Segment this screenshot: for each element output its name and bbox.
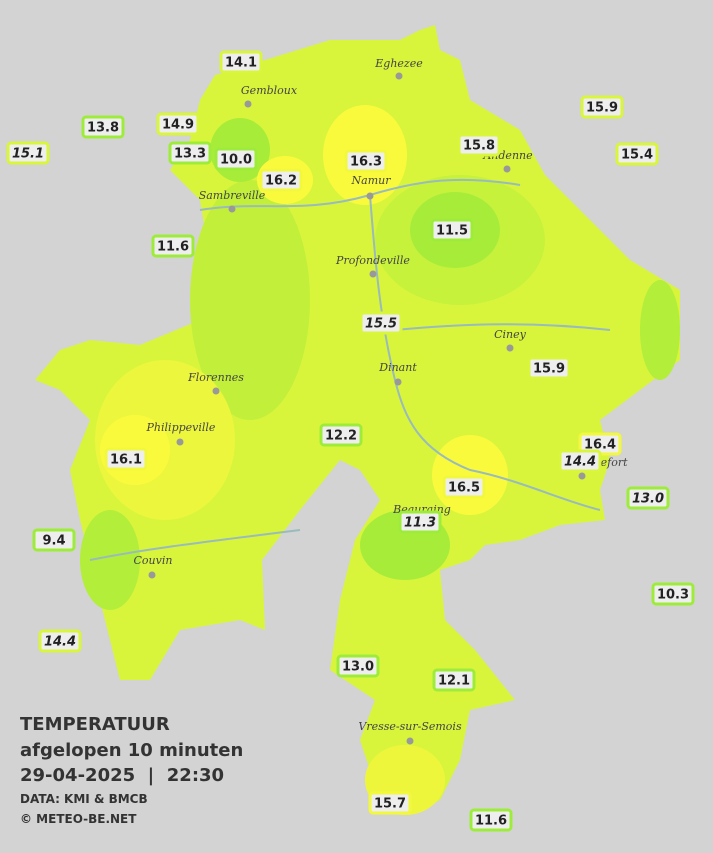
- town-dot: [148, 571, 156, 579]
- station-box: [457, 133, 501, 157]
- station-box: [214, 147, 258, 171]
- station-value: 16.2: [265, 174, 297, 189]
- town-dot: [394, 378, 402, 386]
- station-box: [398, 510, 442, 534]
- station-box: [319, 423, 363, 447]
- station-box: [359, 311, 403, 335]
- station-value: 15.9: [533, 362, 565, 377]
- station-box: [442, 475, 486, 499]
- station-value: 14.4: [564, 455, 596, 470]
- legend-title: TEMPERATUUR: [20, 714, 170, 735]
- town-dot: [369, 270, 377, 278]
- station-box: [219, 50, 263, 74]
- station-value: 16.5: [448, 481, 480, 496]
- station-value: 13.0: [342, 660, 374, 675]
- station-value: 16.4: [584, 438, 616, 453]
- station-box: [81, 115, 125, 139]
- town-label: Gembloux: [241, 84, 298, 97]
- station-box: [104, 447, 148, 471]
- station-value: 14.4: [44, 635, 76, 650]
- station-box: [626, 486, 670, 510]
- station-box: [6, 141, 50, 165]
- town-label: Couvin: [134, 554, 173, 567]
- station-box: [156, 112, 200, 136]
- town-dot: [503, 165, 511, 173]
- station-box: [32, 528, 76, 552]
- station-box: [580, 95, 624, 119]
- station-value: 10.0: [220, 153, 252, 168]
- town-dot: [506, 344, 514, 352]
- town-dot: [578, 472, 586, 480]
- legend-source: DATA: KMI & BMCB: [20, 792, 148, 806]
- station-box: [259, 168, 303, 192]
- station-value: 13.3: [174, 147, 206, 162]
- station-value: 11.6: [475, 814, 507, 829]
- station-box: [344, 149, 388, 173]
- station-box: [432, 668, 476, 692]
- station-box: [527, 356, 571, 380]
- station-value: 12.2: [325, 429, 357, 444]
- legend-copyright: © METEO-BE.NET: [20, 812, 137, 826]
- town-label: Namur: [351, 174, 392, 187]
- station-box: [151, 234, 195, 258]
- town-dot: [395, 72, 403, 80]
- station-value: 11.3: [404, 516, 436, 531]
- station-box: [38, 629, 82, 653]
- station-box: [336, 654, 380, 678]
- town-dot: [212, 387, 220, 395]
- town-label: Florennes: [187, 371, 244, 384]
- station-value: 11.5: [436, 224, 468, 239]
- station-value: 12.1: [438, 674, 470, 689]
- town-label: Vresse-sur-Semois: [358, 720, 462, 733]
- town-label: Dinant: [378, 361, 417, 374]
- town-dot: [406, 737, 414, 745]
- station-value: 16.1: [110, 453, 142, 468]
- station-box: [168, 141, 212, 165]
- station-value: 10.3: [657, 588, 689, 603]
- town-dot: [244, 100, 252, 108]
- station-box: [615, 142, 659, 166]
- town-dot: [176, 438, 184, 446]
- station-value: 15.4: [621, 148, 653, 163]
- town-label: Eghezee: [374, 57, 423, 70]
- station-value: 13.8: [87, 121, 119, 136]
- station-value: 14.9: [162, 118, 194, 133]
- station-value: 13.0: [632, 492, 664, 507]
- station-value: 16.3: [350, 155, 382, 170]
- town-label: Sambreville: [199, 189, 266, 202]
- station-box: [558, 449, 602, 473]
- station-value: 15.7: [374, 797, 406, 812]
- station-box: [368, 791, 412, 815]
- station-box: [651, 582, 695, 606]
- station-box: [469, 808, 513, 832]
- station-value: 15.1: [12, 147, 44, 162]
- station-box: [430, 218, 474, 242]
- town-label: Ciney: [494, 328, 527, 341]
- station-value: 14.1: [225, 56, 257, 71]
- town-label: Profondeville: [335, 254, 410, 267]
- station-value: 15.5: [365, 317, 397, 332]
- town-dot: [228, 205, 236, 213]
- station-value: 11.6: [157, 240, 189, 255]
- legend-subtitle: afgelopen 10 minuten: [20, 740, 243, 761]
- legend-datetime: 29-04-2025 | 22:30: [20, 765, 224, 786]
- station-value: 15.8: [463, 139, 495, 154]
- town-label: Philippeville: [146, 421, 216, 434]
- town-dot: [366, 192, 374, 200]
- station-value: 9.4: [42, 534, 65, 549]
- station-value: 15.9: [586, 101, 618, 116]
